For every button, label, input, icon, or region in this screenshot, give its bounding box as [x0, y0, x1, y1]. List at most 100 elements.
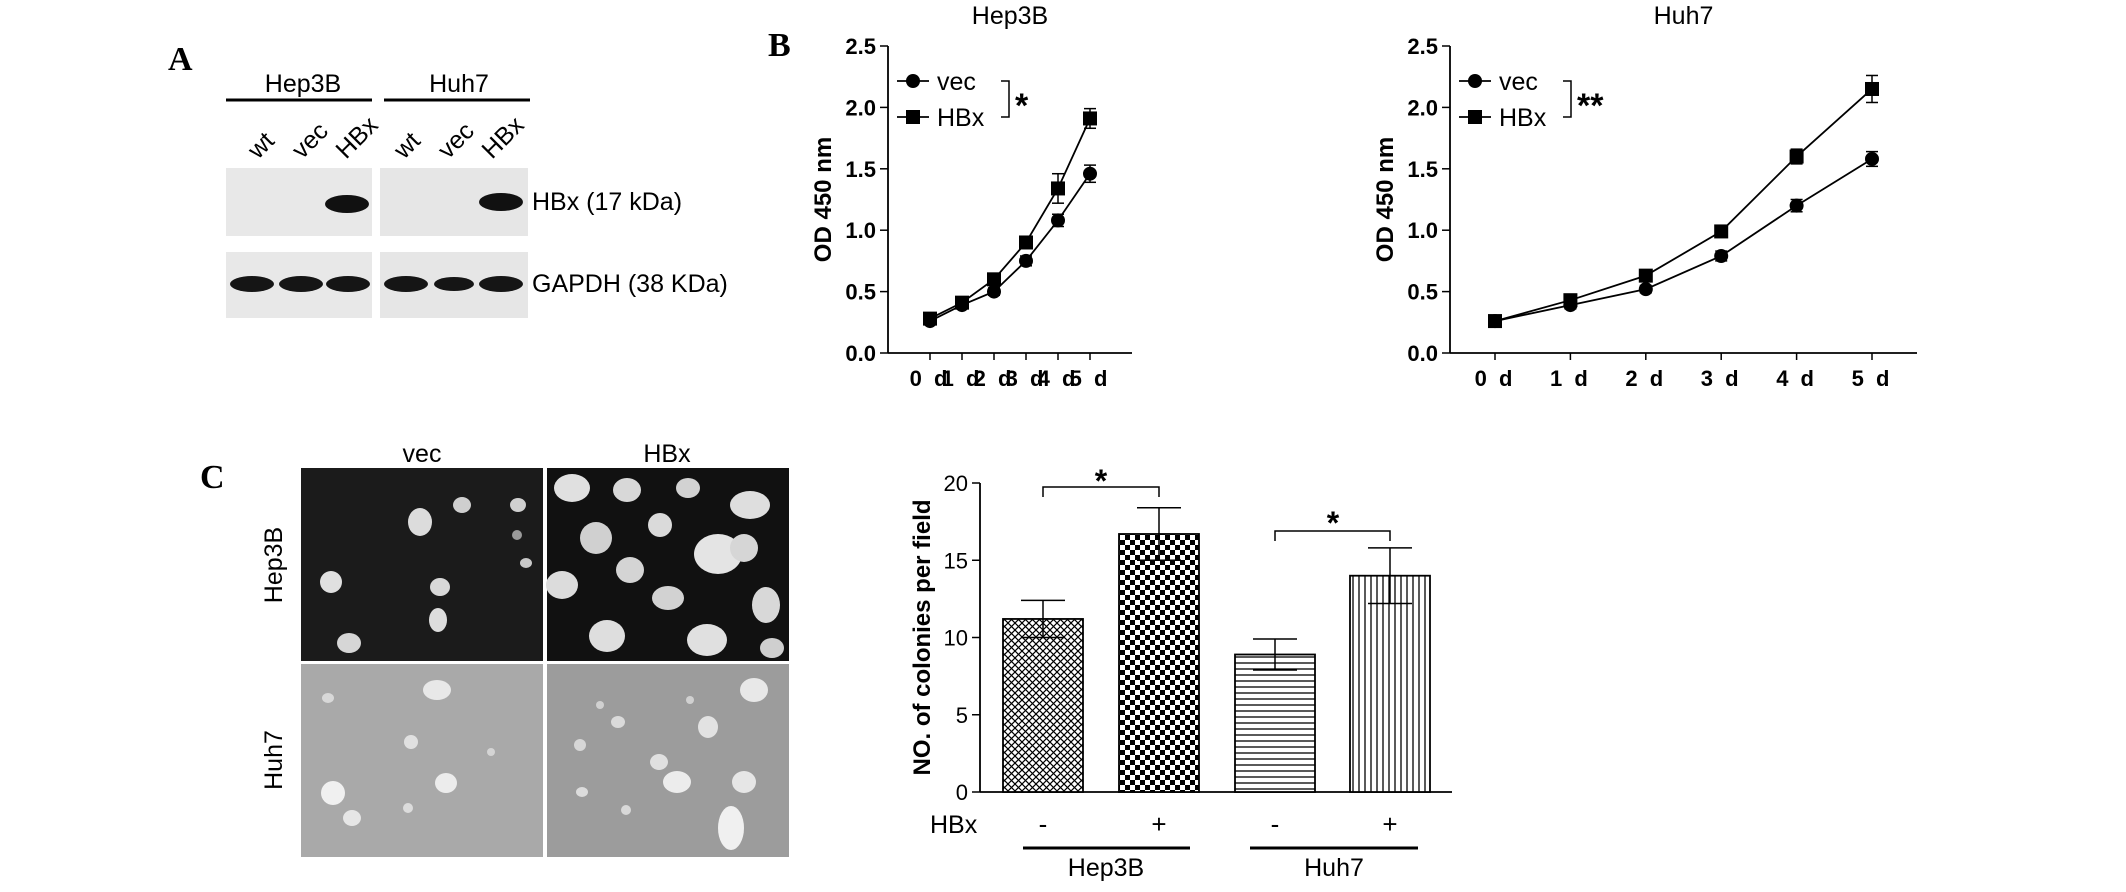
y-tick-label: 0.5	[1407, 280, 1438, 305]
point-HBx	[1019, 235, 1033, 250]
x-tick-label: 1 d	[1550, 366, 1591, 391]
lane-label: HBx	[476, 111, 530, 165]
point-HBx	[1638, 268, 1653, 283]
photo-row-label-hep3b: Hep3B	[260, 527, 288, 603]
series-line-HBx	[929, 118, 1091, 320]
point-vec	[1019, 253, 1033, 268]
y-tick-label: 0.0	[845, 341, 876, 366]
legend-label: HBx	[937, 104, 985, 132]
hbx-blot	[226, 168, 528, 236]
chart-title: Hep3B	[972, 2, 1048, 30]
point-HBx	[955, 295, 969, 310]
group-label-huh7: Huh7	[1304, 854, 1364, 882]
series-line-vec	[929, 173, 1091, 322]
series-line-HBx	[1494, 88, 1873, 322]
chart-title: Huh7	[1654, 2, 1714, 30]
growth-chart-huh7: Huh7 0.0 0.5 1.0 1.5 2.0 2.5 0 d 1 d 2 d 3 d 4 d 5 d…	[1372, 2, 1917, 391]
point-HBx	[1789, 149, 1804, 164]
legend-label: vec	[1499, 68, 1538, 96]
legend-marker	[1468, 74, 1482, 88]
x-tick-label: 2 d	[1625, 366, 1666, 391]
point-vec	[1083, 166, 1097, 181]
y-tick-label: 20	[944, 471, 968, 496]
point-vec	[1051, 213, 1065, 228]
hbx-row-label: HBx	[930, 811, 978, 839]
photo-col-label-vec: vec	[403, 440, 442, 468]
point-vec	[1865, 151, 1879, 166]
x-tick-label: 0 d	[910, 366, 951, 391]
colony-photo-huh7-vec	[301, 664, 543, 857]
colony-bar-chart: 0 5 10 15 20 NO. of colonies per field	[909, 471, 1452, 805]
lane-label: wt	[242, 127, 280, 165]
significance-mark: **	[1577, 87, 1604, 125]
y-tick-label: 15	[944, 548, 968, 573]
bar	[1349, 574, 1431, 793]
y-tick-label: 0	[956, 780, 968, 805]
y-tick-label: 10	[944, 626, 968, 651]
y-tick-label: 2.0	[845, 95, 876, 120]
x-tick-label: 4 d	[1038, 366, 1079, 391]
legend-label: HBx	[1499, 104, 1547, 132]
x-tick-label: 4 d	[1776, 366, 1817, 391]
blot-group-label-hep3b: Hep3B	[265, 70, 341, 98]
point-HBx	[987, 272, 1001, 287]
y-tick-label: 0.5	[845, 280, 876, 305]
series-line-vec	[1494, 158, 1873, 322]
y-axis-label: OD 450 nm	[1372, 137, 1399, 262]
hbx-sign: +	[1382, 809, 1397, 839]
x-tick-label: 5 d	[1852, 366, 1893, 391]
y-tick-label: 2.0	[1407, 95, 1438, 120]
x-tick-label: 5 d	[1070, 366, 1111, 391]
point-HBx	[923, 311, 937, 326]
hbx-sign: -	[1271, 809, 1280, 839]
y-axis-label: NO. of colonies per field	[909, 499, 936, 775]
x-tick-label: 3 d	[1006, 366, 1047, 391]
bar	[1002, 618, 1084, 793]
y-tick-label: 0.0	[1407, 341, 1438, 366]
bar	[1118, 533, 1200, 793]
sig-mark-huh7: *	[1327, 505, 1340, 541]
point-HBx	[1865, 81, 1879, 96]
lane-label: vec	[432, 117, 479, 164]
sig-mark-hep3b: *	[1095, 463, 1108, 499]
y-tick-label: 1.5	[845, 157, 876, 182]
gapdh-blot	[226, 252, 528, 318]
colony-photo-hep3b-vec	[301, 468, 543, 661]
legend-bracket	[1001, 80, 1010, 118]
lane-label: HBx	[330, 111, 384, 165]
point-vec	[987, 284, 1001, 299]
y-tick-label: 2.5	[1407, 34, 1438, 59]
band-label-gapdh: GAPDH (38 KDa)	[532, 270, 728, 298]
point-vec	[1638, 282, 1653, 297]
legend-label: vec	[937, 68, 976, 96]
sig-bracket-hep3b	[1042, 486, 1160, 497]
y-tick-label: 2.5	[845, 34, 876, 59]
x-tick-label: 1 d	[942, 366, 983, 391]
point-HBx	[1083, 111, 1097, 126]
y-axis-label: OD 450 nm	[810, 137, 837, 262]
y-tick-label: 1.0	[1407, 218, 1438, 243]
point-vec	[1714, 248, 1729, 263]
legend-marker	[906, 74, 920, 88]
photo-col-label-hbx: HBx	[643, 440, 691, 468]
legend-bracket	[1563, 80, 1572, 118]
panel-a-letter: A	[168, 41, 193, 78]
lane-label: vec	[286, 117, 333, 164]
x-tick-label: 3 d	[1701, 366, 1742, 391]
point-vec	[1789, 198, 1804, 213]
legend-marker	[906, 110, 920, 124]
point-HBx	[1051, 181, 1065, 196]
group-label-hep3b: Hep3B	[1068, 854, 1144, 882]
significance-mark: *	[1015, 87, 1029, 125]
point-HBx	[1563, 293, 1578, 308]
band-label-hbx: HBx (17 kDa)	[532, 188, 682, 216]
hbx-sign: -	[1039, 809, 1048, 839]
photo-row-label-huh7: Huh7	[260, 730, 288, 790]
panel-c-letter: C	[200, 459, 225, 496]
point-HBx	[1714, 224, 1729, 239]
colony-photo-huh7-hbx	[547, 664, 789, 857]
sig-bracket-huh7	[1274, 530, 1391, 541]
blot-group-label-huh7: Huh7	[429, 70, 489, 98]
x-tick-label: 2 d	[974, 366, 1015, 391]
